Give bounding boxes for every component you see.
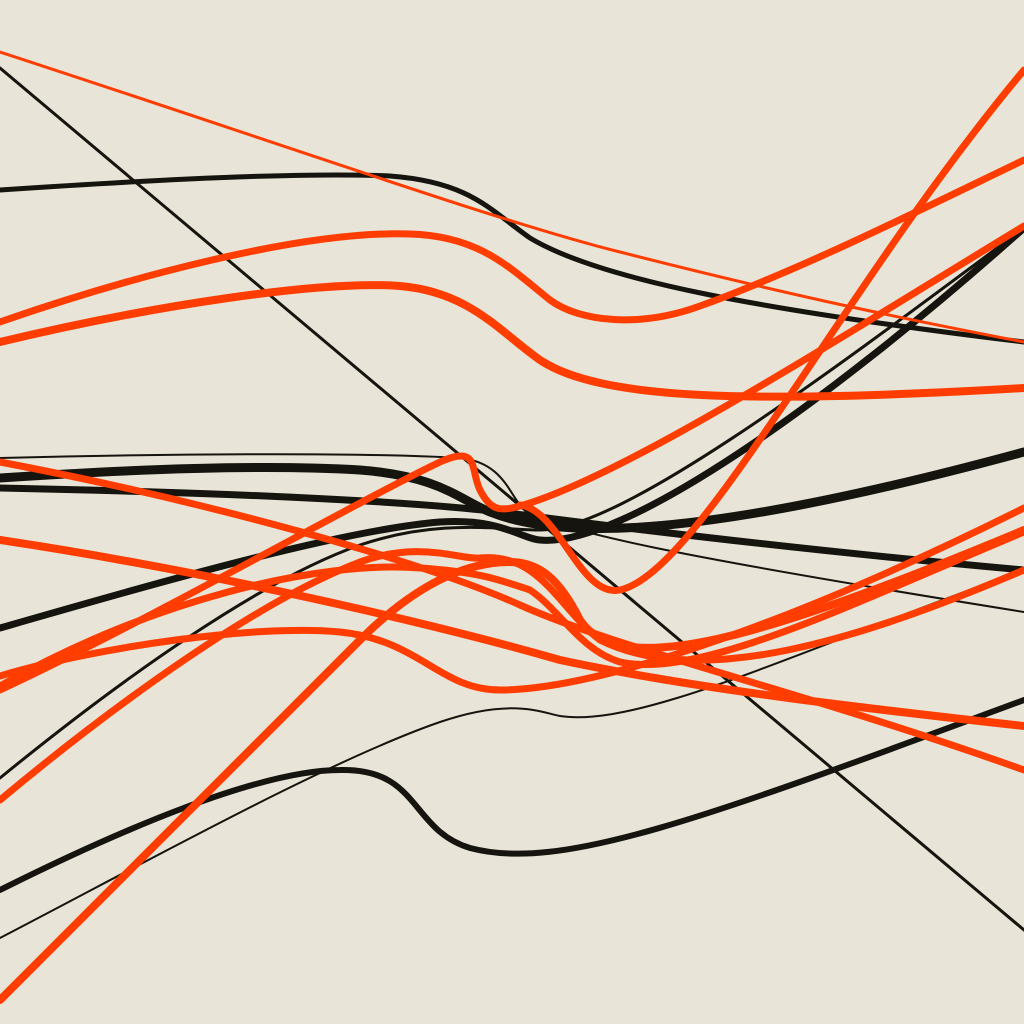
black-line-thin-lower (0, 569, 1024, 939)
black-line-mid-thin (0, 453, 1024, 613)
orange-line-thin-top (0, 50, 1024, 344)
black-line-bottom-wave (0, 697, 1024, 893)
orange-line-mid-horizontal (0, 536, 1024, 730)
orange-line-bump (0, 222, 1024, 694)
orange-line-left-rising (0, 548, 1024, 804)
orange-line-steep-right (516, 66, 1024, 594)
orange-line-upper-a (0, 156, 1024, 326)
orange-line-lower-wave (0, 528, 1024, 690)
orange-line-bottom-sweep (0, 526, 1024, 1004)
black-line-upper-wave (0, 172, 1024, 345)
black-line-lower-rising (0, 224, 1024, 632)
black-line-mid-thick (0, 447, 1024, 534)
orange-line-lower-loop (0, 504, 1024, 694)
black-line-diagonal (0, 66, 1024, 932)
